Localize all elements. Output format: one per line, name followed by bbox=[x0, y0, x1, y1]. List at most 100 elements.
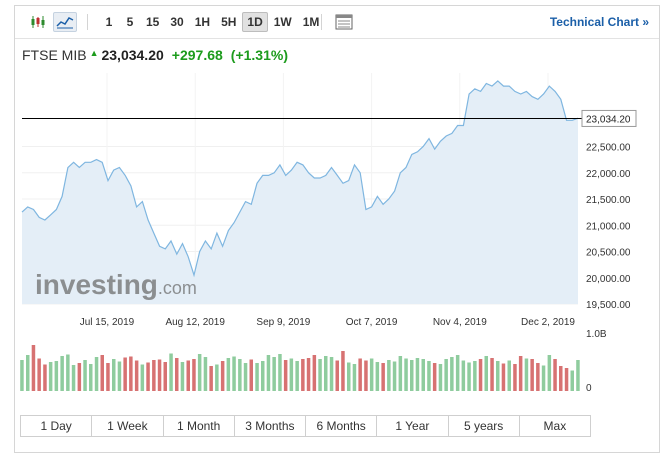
price-chart[interactable]: investing.com 23,034.20 22,500.00 22,000.00… bbox=[15, 6, 661, 406]
volume-bar bbox=[295, 361, 299, 391]
volume-bar bbox=[513, 364, 517, 391]
candlestick-icon[interactable] bbox=[26, 12, 50, 32]
volume-bar bbox=[163, 362, 167, 391]
volume-bar bbox=[364, 360, 368, 391]
volume-bar bbox=[192, 359, 196, 391]
volume-bar bbox=[559, 366, 563, 391]
interval-1[interactable]: 1 bbox=[105, 15, 113, 29]
x-tick-label: Sep 9, 2019 bbox=[256, 317, 310, 328]
volume-bar bbox=[369, 358, 374, 391]
volume-bar bbox=[169, 353, 173, 391]
volume-bar bbox=[77, 363, 82, 391]
volume-bar bbox=[301, 359, 305, 391]
volume-bar bbox=[501, 363, 506, 391]
volume-bar bbox=[134, 360, 139, 391]
volume-bar bbox=[524, 358, 529, 391]
watermark-suffix: .com bbox=[158, 278, 197, 298]
y-tick-label: 20,500.00 bbox=[586, 248, 631, 259]
volume-bar bbox=[541, 365, 546, 391]
volume-bar bbox=[209, 366, 213, 391]
range-3-months[interactable]: 3 Months bbox=[234, 416, 306, 436]
volume-bar bbox=[490, 358, 494, 391]
volume-bar bbox=[461, 360, 466, 391]
volume-zero-label: 0 bbox=[586, 383, 592, 394]
range-1-day[interactable]: 1 Day bbox=[21, 416, 93, 436]
volume-bar bbox=[455, 355, 460, 391]
volume-max-label: 1.0B bbox=[586, 329, 607, 340]
volume-bar bbox=[226, 358, 231, 391]
volume-bar bbox=[243, 363, 248, 391]
volume-bar bbox=[249, 359, 253, 391]
chart-toolbar: 1 5 15 30 1H 5H 1D 1W 1M Technical Chart » bbox=[15, 6, 659, 39]
interval-5h[interactable]: 5H bbox=[221, 15, 237, 29]
volume-bar bbox=[398, 356, 403, 391]
volume-bar bbox=[335, 360, 339, 391]
volume-bar bbox=[60, 356, 64, 391]
volume-bar bbox=[283, 360, 288, 391]
table-icon[interactable] bbox=[333, 11, 355, 33]
interval-30[interactable]: 30 bbox=[170, 15, 184, 29]
volume-bar bbox=[404, 358, 408, 391]
interval-5[interactable]: 5 bbox=[126, 15, 134, 29]
volume-bar bbox=[272, 357, 276, 391]
volume-bar bbox=[100, 355, 104, 391]
toolbar-divider bbox=[87, 14, 88, 30]
price-line bbox=[21, 80, 579, 278]
volume-bar bbox=[123, 357, 127, 391]
toolbar-divider bbox=[321, 14, 322, 30]
volume-bar bbox=[31, 345, 36, 391]
volume-bar bbox=[146, 362, 150, 391]
volume-bar bbox=[421, 359, 425, 391]
volume-bar bbox=[48, 362, 53, 391]
interval-1h[interactable]: 1H bbox=[194, 15, 211, 29]
volume-bar bbox=[232, 356, 236, 391]
volume-bar bbox=[324, 356, 328, 391]
x-tick-label: Jul 15, 2019 bbox=[80, 317, 135, 328]
volume-bar bbox=[375, 362, 380, 391]
x-tick-label: Oct 7, 2019 bbox=[346, 317, 398, 328]
volume-bar bbox=[203, 357, 208, 391]
y-tick-label: 21,500.00 bbox=[586, 195, 631, 206]
interval-1m[interactable]: 1M bbox=[302, 15, 320, 29]
volume-bar bbox=[83, 360, 87, 391]
x-tick-label: Dec 2, 2019 bbox=[521, 317, 575, 328]
volume-bar bbox=[467, 362, 471, 391]
volume-bar bbox=[278, 354, 282, 391]
price-change: +297.68 bbox=[171, 47, 223, 63]
volume-bar bbox=[507, 360, 511, 391]
volume-bar bbox=[553, 359, 557, 391]
technical-chart-link[interactable]: Technical Chart » bbox=[549, 15, 649, 29]
quote-header: FTSE MIB ▲ 23,034.20 +297.68 (+1.31%) bbox=[22, 47, 288, 63]
range-1-week[interactable]: 1 Week bbox=[92, 416, 164, 436]
volume-bar bbox=[54, 361, 59, 391]
volume-bar bbox=[318, 359, 322, 391]
price-area-fill bbox=[22, 80, 578, 305]
volume-bar bbox=[570, 370, 574, 391]
last-price-tag-label: 23,034.20 bbox=[586, 114, 631, 125]
last-price-tag bbox=[581, 109, 637, 127]
range-1-month[interactable]: 1 Month bbox=[163, 416, 235, 436]
volume-bar bbox=[415, 358, 420, 391]
volume-bar bbox=[352, 364, 357, 391]
volume-bar bbox=[89, 364, 93, 391]
interval-15[interactable]: 15 bbox=[146, 15, 160, 29]
interval-1w[interactable]: 1W bbox=[273, 15, 292, 29]
volume-bar bbox=[289, 358, 294, 391]
volume-bar bbox=[427, 361, 431, 391]
volume-bar bbox=[112, 359, 116, 391]
volume-bar bbox=[71, 365, 76, 391]
range-5-years[interactable]: 5 years bbox=[448, 416, 520, 436]
chart-widget: 1 5 15 30 1H 5H 1D 1W 1M Technical Chart » FTSE … bbox=[14, 5, 660, 453]
volume-bar bbox=[329, 357, 334, 391]
area-chart-icon[interactable] bbox=[53, 12, 77, 32]
range-6-months[interactable]: 6 Months bbox=[306, 416, 378, 436]
range-max[interactable]: Max bbox=[519, 416, 590, 436]
x-tick-label: Nov 4, 2019 bbox=[433, 317, 487, 328]
volume-bar bbox=[94, 357, 99, 391]
volume-bar bbox=[43, 364, 47, 391]
interval-1d[interactable]: 1D bbox=[242, 12, 268, 32]
range-1-year[interactable]: 1 Year bbox=[377, 416, 449, 436]
volume-bar bbox=[410, 360, 414, 391]
volume-bar bbox=[547, 355, 552, 391]
volume-bar bbox=[347, 362, 351, 391]
